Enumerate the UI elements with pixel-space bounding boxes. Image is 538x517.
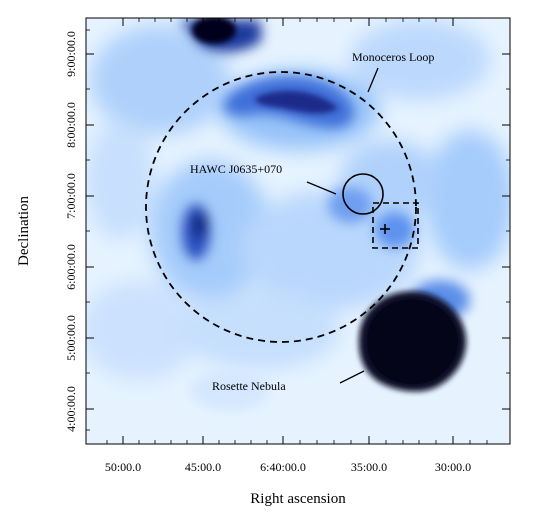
monoceros-label: Monoceros Loop xyxy=(352,50,434,64)
position-marker-icon xyxy=(380,224,390,234)
minor-tick-marks xyxy=(86,18,510,444)
y-tick-label: 5:00:00.0 xyxy=(64,315,78,361)
monoceros-pointer xyxy=(367,67,379,93)
y-tick-label: 7:00:00.0 xyxy=(64,173,78,219)
hawc-pointer xyxy=(306,181,337,195)
intensity-map xyxy=(86,18,510,444)
y-tick-label: 6:00:00.0 xyxy=(64,244,78,290)
hawc-source-circle xyxy=(342,173,384,215)
y-tick-label: 8:00:00.0 xyxy=(64,102,78,148)
x-tick-label: 35:00.0 xyxy=(351,460,387,474)
rosette-pointer xyxy=(339,370,365,384)
y-tick-label: 4:00:00.0 xyxy=(64,386,78,432)
tick-marks xyxy=(86,18,510,444)
x-tick-label: 50:00.0 xyxy=(105,460,141,474)
x-tick-label: 6:40:00.0 xyxy=(260,460,306,474)
hawc-label: HAWC J0635+070 xyxy=(190,162,282,176)
rosette-label: Rosette Nebula xyxy=(212,379,286,393)
x-axis-title: Right ascension xyxy=(250,491,346,507)
y-axis-title: Declination xyxy=(16,196,32,266)
x-tick-label: 45:00.0 xyxy=(185,460,221,474)
y-tick-label: 9:00:00.0 xyxy=(64,31,78,77)
x-tick-label: 30:00.0 xyxy=(435,460,471,474)
region-box xyxy=(372,202,419,249)
monoceros-loop-circle xyxy=(145,71,417,343)
